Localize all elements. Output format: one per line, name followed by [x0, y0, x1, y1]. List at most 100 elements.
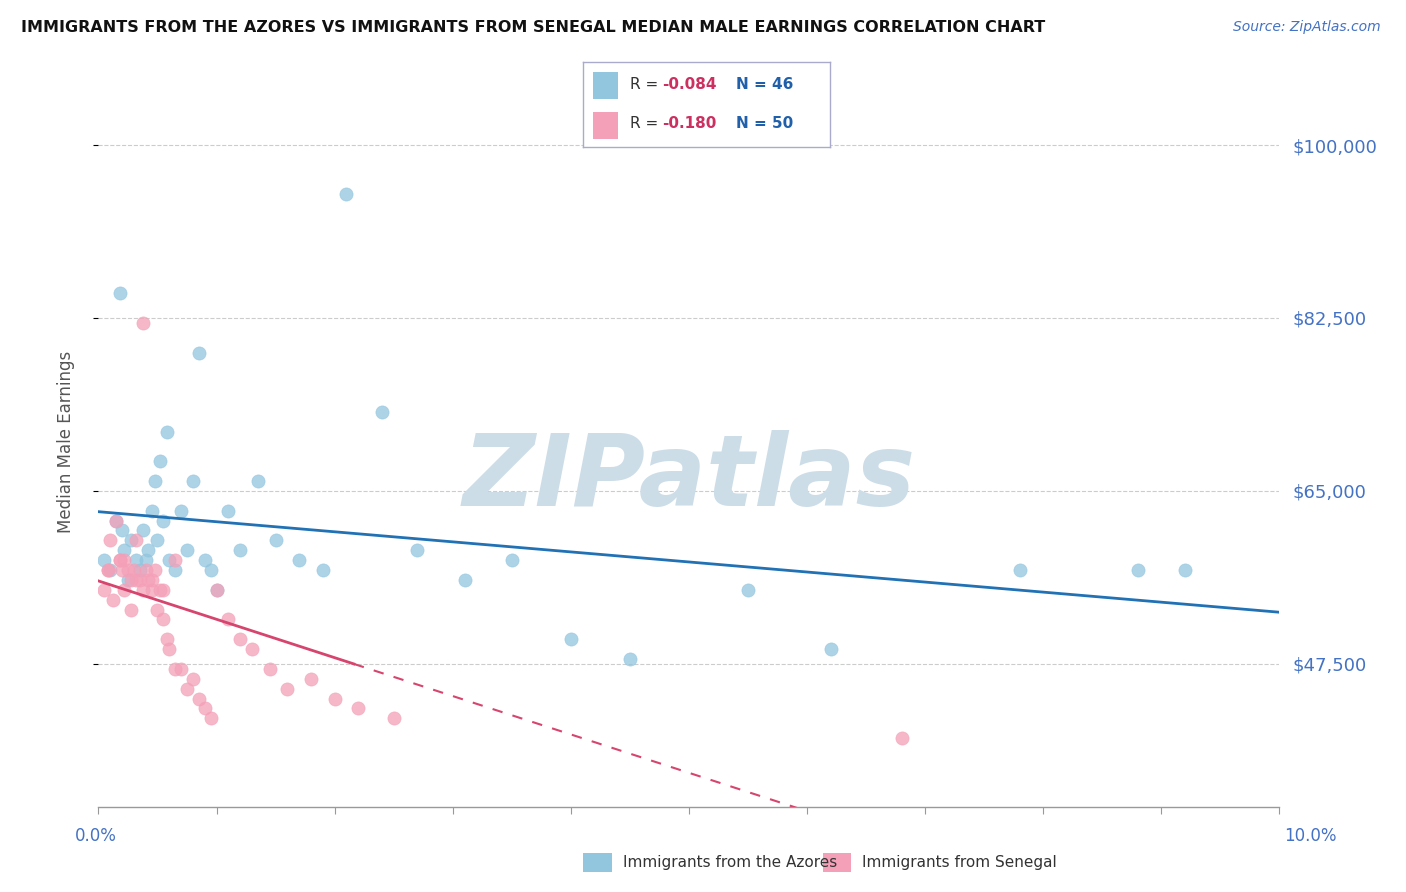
Point [820, 642, 842, 657]
Point [112, 553, 135, 567]
Point [152, 612, 174, 626]
Text: R =: R = [630, 116, 664, 131]
Point [128, 573, 150, 587]
Point [93, 553, 115, 567]
Point [276, 681, 298, 696]
Point [335, 187, 357, 202]
Point [229, 543, 252, 558]
Point [170, 662, 193, 676]
Point [122, 563, 145, 577]
Point [200, 563, 222, 577]
Point [181, 474, 204, 488]
Point [125, 573, 148, 587]
Point [176, 681, 198, 696]
Point [135, 563, 157, 577]
Text: -0.180: -0.180 [662, 116, 717, 131]
Point [323, 691, 346, 706]
Point [560, 632, 582, 647]
Point [112, 543, 135, 558]
Point [170, 504, 193, 518]
Point [125, 553, 148, 567]
Point [157, 642, 180, 657]
Point [93, 582, 115, 597]
Text: ZIPatlas: ZIPatlas [463, 430, 915, 526]
Point [165, 662, 187, 676]
Text: Immigrants from Senegal: Immigrants from Senegal [862, 855, 1057, 870]
Point [205, 582, 228, 597]
Point [143, 474, 166, 488]
Point [112, 582, 135, 597]
Text: N = 50: N = 50 [737, 116, 793, 131]
Point [156, 425, 179, 439]
Point [125, 533, 148, 548]
Point [194, 701, 217, 715]
Point [453, 573, 475, 587]
Point [229, 632, 252, 647]
Point [117, 573, 139, 587]
Point [105, 514, 128, 528]
Point [143, 563, 166, 577]
Point [141, 504, 163, 518]
Point [165, 553, 187, 567]
Point [97, 563, 120, 577]
Point [111, 524, 134, 538]
Point [135, 553, 157, 567]
Point [152, 582, 174, 597]
Point [128, 563, 150, 577]
Point [105, 514, 128, 528]
Point [136, 573, 159, 587]
Text: Immigrants from the Azores: Immigrants from the Azores [623, 855, 837, 870]
Y-axis label: Median Male Earnings: Median Male Earnings [56, 351, 75, 533]
Point [157, 553, 180, 567]
Point [217, 504, 239, 518]
FancyBboxPatch shape [593, 112, 619, 139]
Point [187, 691, 209, 706]
Text: IMMIGRANTS FROM THE AZORES VS IMMIGRANTS FROM SENEGAL MEDIAN MALE EARNINGS CORRE: IMMIGRANTS FROM THE AZORES VS IMMIGRANTS… [21, 20, 1045, 35]
Point [371, 405, 394, 419]
Text: -0.084: -0.084 [662, 77, 717, 92]
Point [117, 563, 139, 577]
Point [98, 563, 121, 577]
Point [181, 672, 204, 686]
FancyBboxPatch shape [593, 71, 619, 99]
Point [165, 563, 187, 577]
Point [121, 573, 143, 587]
Point [98, 533, 121, 548]
Point [136, 543, 159, 558]
Point [194, 553, 217, 567]
Point [146, 602, 169, 616]
Point [187, 345, 209, 359]
Text: 0.0%: 0.0% [75, 827, 117, 845]
Point [299, 672, 322, 686]
Point [132, 524, 155, 538]
Point [101, 592, 124, 607]
Text: 10.0%: 10.0% [1284, 827, 1337, 845]
Point [1174, 563, 1197, 577]
Point [149, 454, 172, 468]
Point [406, 543, 429, 558]
Point [347, 701, 370, 715]
Point [108, 286, 131, 301]
Point [121, 533, 143, 548]
Point [146, 533, 169, 548]
Point [288, 553, 311, 567]
Point [108, 553, 131, 567]
Point [97, 563, 120, 577]
Point [132, 582, 155, 597]
Point [200, 711, 222, 725]
Point [205, 582, 228, 597]
Point [141, 582, 163, 597]
Text: R =: R = [630, 77, 664, 92]
Point [259, 662, 281, 676]
Point [152, 514, 174, 528]
Point [312, 563, 335, 577]
Point [121, 602, 143, 616]
Text: N = 46: N = 46 [737, 77, 793, 92]
Point [382, 711, 405, 725]
Point [246, 474, 269, 488]
Point [149, 582, 172, 597]
Point [501, 553, 523, 567]
Point [264, 533, 287, 548]
Point [619, 652, 641, 666]
Point [132, 316, 155, 330]
